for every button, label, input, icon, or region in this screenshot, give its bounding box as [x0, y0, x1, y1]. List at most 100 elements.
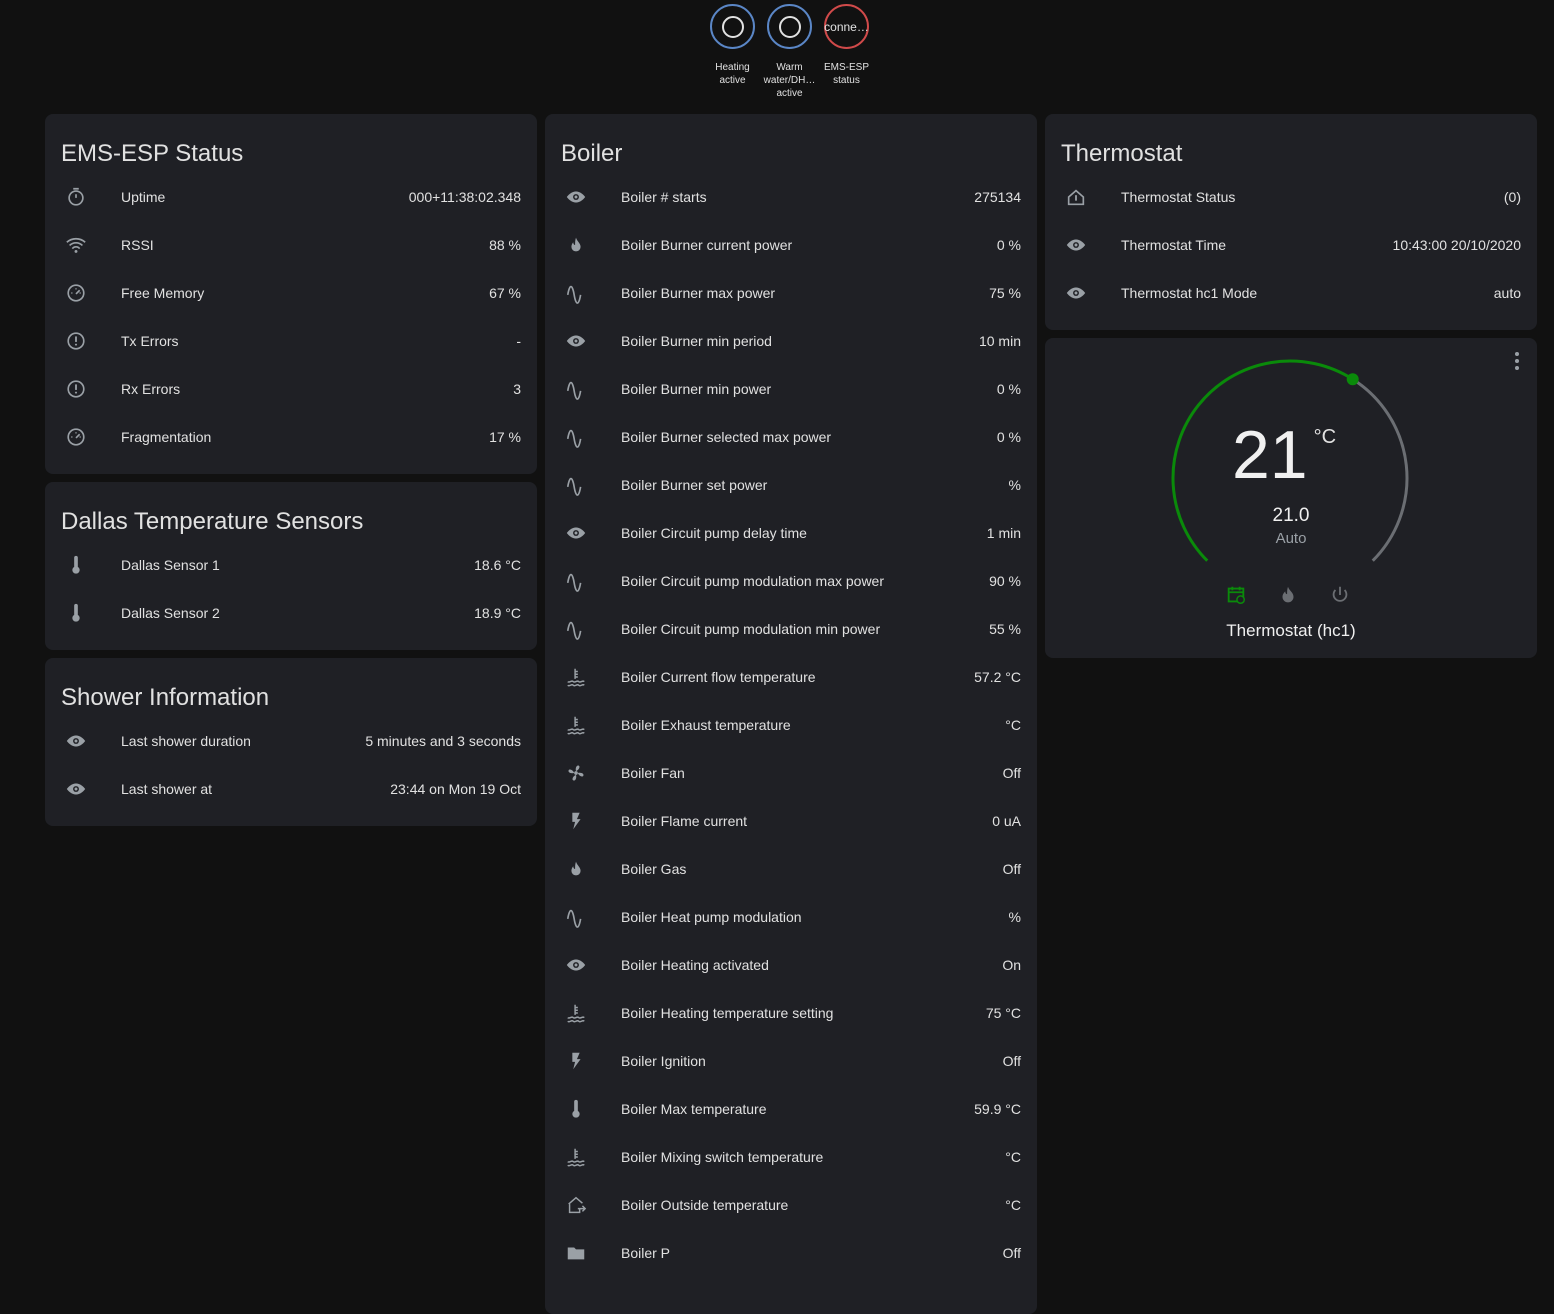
current-temperature: 21	[1231, 417, 1308, 493]
dial-active-arc	[1171, 359, 1354, 562]
entity-name: Boiler Burner max power	[621, 285, 776, 301]
entity-row[interactable]: Uptime 000+11:38:02.348	[61, 173, 521, 221]
entity-name: Thermostat Status	[1121, 189, 1236, 205]
entity-row[interactable]: Tx Errors -	[61, 317, 521, 365]
entity-row[interactable]: RSSI 88 %	[61, 221, 521, 269]
boiler-card: Boiler Boiler # starts 275134 Boiler Burne…	[545, 114, 1037, 1314]
entity-value: 10:43:00 20/10/2020	[1392, 237, 1521, 253]
entity-row[interactable]: Boiler Current flow temperature 57.2 °C	[561, 653, 1021, 701]
calendar-sync-icon[interactable]	[1225, 584, 1247, 606]
entity-name: Boiler Circuit pump modulation min power	[621, 621, 881, 637]
entity-value: 0 uA	[992, 813, 1021, 829]
target-temperature: 21.0	[1272, 505, 1310, 526]
entity-row[interactable]: Boiler Outside temperature °C	[561, 1181, 1021, 1229]
entity-row[interactable]: Boiler Burner min power 0 %	[561, 365, 1021, 413]
entity-row[interactable]: Boiler Circuit pump delay time 1 min	[561, 509, 1021, 557]
badge-bar: Heating active Warm water/DH… active conne…	[708, 4, 871, 100]
entity-row[interactable]: Boiler Burner current power 0 %	[561, 221, 1021, 269]
entity-row[interactable]: Boiler Circuit pump modulation min power…	[561, 605, 1021, 653]
entity-value: °C	[1005, 1197, 1021, 1213]
entity-name: Boiler Gas	[621, 861, 687, 877]
entity-row[interactable]: Thermostat hc1 Mode auto	[1061, 269, 1521, 317]
eye-icon	[561, 185, 605, 209]
thermometer-icon	[61, 553, 105, 577]
entity-value: %	[1008, 477, 1021, 493]
sine-wave-icon	[561, 905, 605, 929]
alert-circle-icon	[61, 377, 105, 401]
entity-name: Boiler Flame current	[621, 813, 748, 829]
badge-circle[interactable]	[710, 4, 755, 49]
entity-row[interactable]: Dallas Sensor 1 18.6 °C	[61, 541, 521, 589]
fire-icon[interactable]	[1277, 584, 1299, 606]
eye-icon	[1061, 233, 1105, 257]
entity-row[interactable]: Boiler Max temperature 59.9 °C	[561, 1085, 1021, 1133]
badge-circle[interactable]: conne…	[824, 4, 869, 49]
entity-value: 57.2 °C	[974, 669, 1021, 685]
entity-value: %	[1008, 909, 1021, 925]
card-title: Boiler	[561, 140, 623, 167]
entity-row[interactable]: Boiler P Off	[561, 1229, 1021, 1277]
sine-wave-icon	[561, 377, 605, 401]
thermostat-climate-card[interactable]: 21 °C 21.0 Auto Thermostat (hc1)	[1045, 338, 1537, 658]
entity-name: Tx Errors	[121, 333, 179, 349]
entity-row[interactable]: Free Memory 67 %	[61, 269, 521, 317]
setpoint-handle[interactable]	[1346, 373, 1359, 386]
entity-value: 0 %	[996, 237, 1021, 253]
entity-value: 3	[513, 381, 521, 397]
entity-name: Thermostat hc1 Mode	[1121, 285, 1258, 301]
entity-value: 17 %	[489, 429, 521, 445]
entity-row[interactable]: Boiler Exhaust temperature °C	[561, 701, 1021, 749]
entity-name: Boiler Fan	[621, 765, 685, 781]
entity-row[interactable]: Boiler # starts 275134	[561, 173, 1021, 221]
entity-name: Boiler Circuit pump modulation max power	[621, 573, 884, 589]
fire-icon	[561, 857, 605, 881]
entity-name: Dallas Sensor 1	[121, 557, 220, 573]
status-badge[interactable]: Heating active	[708, 4, 757, 100]
entity-row[interactable]: Boiler Heating activated On	[561, 941, 1021, 989]
entity-row[interactable]: Boiler Burner min period 10 min	[561, 317, 1021, 365]
entity-row[interactable]: Boiler Burner selected max power 0 %	[561, 413, 1021, 461]
entity-row[interactable]: Dallas Sensor 2 18.9 °C	[61, 589, 521, 637]
entity-row[interactable]: Thermostat Time 10:43:00 20/10/2020	[1061, 221, 1521, 269]
entity-row[interactable]: Last shower at 23:44 on Mon 19 Oct	[61, 765, 521, 813]
water-thermometer-icon	[561, 1145, 605, 1169]
entity-row[interactable]: Boiler Burner set power%	[561, 461, 1021, 509]
power-icon[interactable]	[1329, 584, 1351, 606]
more-options-icon[interactable]	[1515, 352, 1519, 370]
entity-row[interactable]: Boiler Gas Off	[561, 845, 1021, 893]
eye-icon	[61, 777, 105, 801]
status-badge[interactable]: conne… EMS-ESP status	[822, 4, 871, 100]
entity-value: Off	[1002, 861, 1021, 877]
entity-row[interactable]: Thermostat Status (0)	[1061, 173, 1521, 221]
entity-name: RSSI	[121, 237, 154, 253]
hvac-mode: Auto	[1275, 530, 1307, 547]
entity-row[interactable]: Last shower duration 5 minutes and 3 seco…	[61, 717, 521, 765]
entity-row[interactable]: Boiler Burner max power 75 %	[561, 269, 1021, 317]
entity-row[interactable]: Boiler Fan Off	[561, 749, 1021, 797]
entity-row[interactable]: Rx Errors 3	[61, 365, 521, 413]
entity-row[interactable]: Boiler Mixing switch temperature °C	[561, 1133, 1021, 1181]
entity-row[interactable]: Boiler Flame current 0 uA	[561, 797, 1021, 845]
card-title: Shower Information	[61, 684, 270, 711]
entity-name: Boiler Burner min power	[621, 381, 772, 397]
entity-row[interactable]: Boiler Heating temperature setting 75 °C	[561, 989, 1021, 1037]
sine-wave-icon	[561, 569, 605, 593]
entity-name: Boiler Ignition	[621, 1053, 706, 1069]
entity-value: (0)	[1503, 189, 1521, 205]
sine-wave-icon	[561, 473, 605, 497]
entity-row[interactable]: Boiler Circuit pump modulation max power…	[561, 557, 1021, 605]
entity-name: Boiler # starts	[621, 189, 707, 205]
temperature-dial[interactable]	[1165, 353, 1415, 568]
entity-name: Boiler Heat pump modulation	[621, 909, 802, 925]
sine-wave-icon	[561, 281, 605, 305]
entity-row[interactable]: Fragmentation 17 %	[61, 413, 521, 461]
water-thermometer-icon	[561, 665, 605, 689]
eye-icon	[561, 521, 605, 545]
entity-row[interactable]: Boiler Ignition Off	[561, 1037, 1021, 1085]
status-badge[interactable]: Warm water/DH… active	[764, 4, 815, 100]
shower-information-card: Shower Information Last shower duration 5…	[45, 658, 537, 826]
entity-value: °C	[1005, 717, 1021, 733]
badge-circle[interactable]	[767, 4, 812, 49]
entity-name: Boiler Burner current power	[621, 237, 793, 253]
entity-row[interactable]: Boiler Heat pump modulation%	[561, 893, 1021, 941]
